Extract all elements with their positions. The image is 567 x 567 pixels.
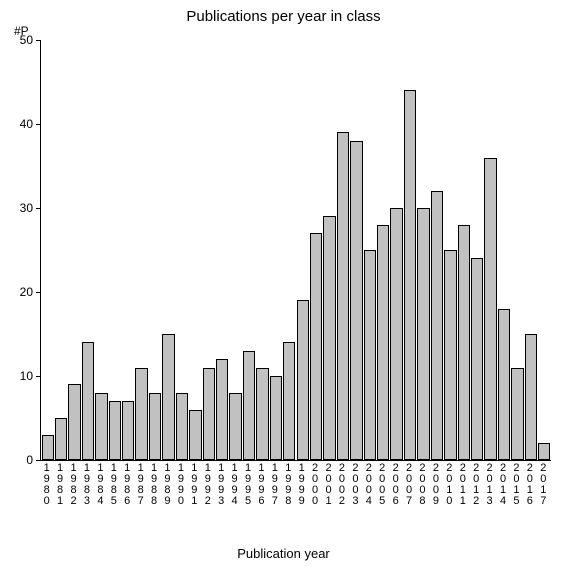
x-tick-label: 2017 [537,463,550,507]
x-tick-label: 1997 [268,463,281,507]
x-tick-label: 2013 [483,463,496,507]
x-tick-label: 2005 [376,463,389,507]
bar [229,393,241,460]
x-tick-label: 2010 [443,463,456,507]
x-tick-label: 2009 [429,463,442,507]
bar [390,208,402,460]
x-tick-label: 2000 [308,463,321,507]
bar [203,368,215,460]
plot-area: 01020304050 [40,40,551,461]
bar [82,342,94,460]
x-tick-label: 1990 [174,463,187,507]
y-tick-label: 0 [26,453,33,467]
x-tick-label: 1993 [214,463,227,507]
x-tick-label: 1989 [161,463,174,507]
bar [149,393,161,460]
x-tick-label: 1987 [134,463,147,507]
bar [42,435,54,460]
x-tick-label: 2011 [456,463,469,507]
bar [364,250,376,460]
x-tick-label: 2006 [389,463,402,507]
y-tick-label: 30 [20,201,33,215]
bar [511,368,523,460]
bar [498,309,510,460]
x-tick-label: 1995 [241,463,254,507]
x-tick-label: 1996 [255,463,268,507]
y-tick-label: 50 [20,33,33,47]
bar [404,90,416,460]
x-tick-label: 1999 [295,463,308,507]
x-tick-label: 1991 [188,463,201,507]
y-tick-mark [36,124,41,125]
y-tick-mark [36,292,41,293]
bar [458,225,470,460]
y-tick-mark [36,208,41,209]
bar [216,359,228,460]
bar [95,393,107,460]
x-tick-label: 1982 [67,463,80,507]
x-tick-label: 2014 [496,463,509,507]
x-tick-label: 1994 [228,463,241,507]
y-tick-label: 40 [20,117,33,131]
bar [270,376,282,460]
bar [189,410,201,460]
bar [68,384,80,460]
x-tick-label: 2003 [349,463,362,507]
bar [444,250,456,460]
x-tick-label: 1992 [201,463,214,507]
bar [176,393,188,460]
bar [256,368,268,460]
x-tick-label: 2015 [510,463,523,507]
x-tick-label: 1985 [107,463,120,507]
x-tick-label: 1981 [53,463,66,507]
y-tick-label: 20 [20,285,33,299]
bars-container [41,40,551,460]
x-axis-title: Publication year [0,546,567,561]
bar [431,191,443,460]
bar [55,418,67,460]
bar [297,300,309,460]
bar [162,334,174,460]
bar [310,233,322,460]
x-tick-label: 1983 [80,463,93,507]
x-tick-label: 1998 [282,463,295,507]
publications-chart: Publications per year in class #P 010203… [0,0,567,567]
bar [243,351,255,460]
y-tick-mark [36,376,41,377]
chart-title: Publications per year in class [0,8,567,25]
x-tick-label: 1988 [147,463,160,507]
x-tick-label: 2004 [362,463,375,507]
bar [471,258,483,460]
bar [377,225,389,460]
y-tick-mark [36,40,41,41]
bar [350,141,362,460]
bar [538,443,550,460]
bar [337,132,349,460]
x-tick-label: 1980 [40,463,53,507]
x-tick-label: 2007 [402,463,415,507]
bar [484,158,496,460]
bar [417,208,429,460]
x-tick-label: 1986 [121,463,134,507]
x-tick-label: 2002 [335,463,348,507]
x-tick-label: 2012 [469,463,482,507]
bar [283,342,295,460]
x-tick-label: 1984 [94,463,107,507]
x-tick-label: 2016 [523,463,536,507]
x-tick-label: 2001 [322,463,335,507]
bar [525,334,537,460]
x-tick-label: 2008 [416,463,429,507]
x-tick-labels: 1980198119821983198419851986198719881989… [40,461,550,543]
bar [122,401,134,460]
y-tick-label: 10 [20,369,33,383]
bar [135,368,147,460]
bar [323,216,335,460]
bar [109,401,121,460]
